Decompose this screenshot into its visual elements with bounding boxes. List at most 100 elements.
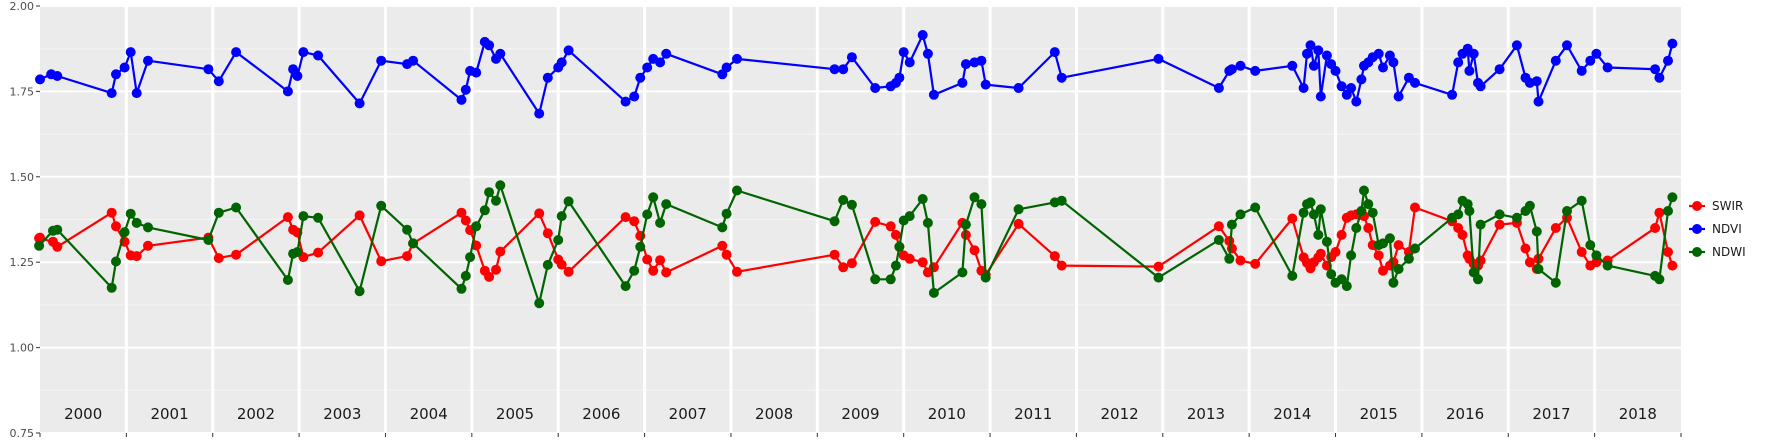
data-point <box>131 88 142 99</box>
data-point <box>402 251 413 262</box>
data-point <box>661 267 672 278</box>
data-point <box>846 258 857 269</box>
data-point <box>655 217 666 228</box>
data-point <box>885 274 896 285</box>
year-label: 2017 <box>1532 405 1570 423</box>
data-point <box>111 256 121 267</box>
data-point <box>1576 195 1587 206</box>
data-point <box>292 71 303 81</box>
data-point <box>131 217 142 228</box>
data-point <box>1447 89 1458 100</box>
data-point <box>721 249 732 260</box>
data-point <box>1494 209 1505 220</box>
data-point <box>563 45 574 56</box>
data-point <box>1550 223 1561 233</box>
data-point <box>1235 60 1246 71</box>
data-point <box>1373 48 1384 59</box>
data-point <box>460 84 471 95</box>
year-label: 2011 <box>1014 405 1052 423</box>
data-point <box>460 270 471 281</box>
data-point <box>1663 55 1673 66</box>
data-point <box>1393 240 1404 251</box>
data-point <box>655 57 666 68</box>
data-point <box>1533 264 1544 274</box>
data-point <box>354 210 365 221</box>
data-point <box>1524 200 1535 211</box>
data-point <box>1393 264 1404 274</box>
data-point <box>1226 219 1237 230</box>
data-point <box>106 282 117 293</box>
year-label: 2015 <box>1360 405 1398 423</box>
y-tick-label: 1.00 <box>10 342 35 355</box>
data-point <box>534 298 545 309</box>
year-label: 2004 <box>410 405 448 423</box>
data-point <box>125 208 136 219</box>
data-point <box>313 212 324 223</box>
data-point <box>460 215 471 226</box>
year-label: 2009 <box>841 405 879 423</box>
data-point <box>376 55 387 66</box>
data-point <box>1367 207 1378 218</box>
data-point <box>1494 219 1505 230</box>
data-point <box>282 212 293 223</box>
data-point <box>846 52 857 63</box>
data-point <box>556 211 567 222</box>
data-point <box>721 62 732 73</box>
data-point <box>1403 253 1414 264</box>
data-point <box>1453 57 1464 68</box>
y-tick-label: 1.50 <box>10 171 35 184</box>
data-point <box>1410 243 1420 254</box>
data-point <box>642 209 653 220</box>
year-label: 2005 <box>496 405 534 423</box>
year-label: 2010 <box>928 405 966 423</box>
data-point <box>870 274 881 285</box>
data-point <box>1654 274 1665 285</box>
data-point <box>1531 76 1542 87</box>
data-point <box>1667 38 1678 49</box>
data-point <box>1226 243 1237 254</box>
year-labels: 2000 2001 2002 2003 2004 2005 2006 2007 2008 2009… <box>64 405 1657 423</box>
data-point <box>1213 235 1224 245</box>
data-point <box>213 253 224 264</box>
data-point <box>717 240 728 251</box>
data-point <box>456 94 467 105</box>
data-point <box>495 180 506 191</box>
data-point <box>629 216 640 227</box>
data-point <box>1494 64 1505 75</box>
data-point <box>620 281 631 292</box>
data-point <box>1313 229 1324 240</box>
data-point <box>1226 64 1237 75</box>
data-point <box>1524 257 1535 268</box>
data-point <box>298 47 309 58</box>
data-point <box>1298 207 1309 218</box>
data-point <box>1356 74 1367 85</box>
data-point <box>1511 40 1522 51</box>
data-point <box>1308 60 1319 71</box>
data-point <box>969 192 980 203</box>
y-tick-label: 2.00 <box>10 0 35 13</box>
data-point <box>838 262 849 273</box>
data-point <box>629 91 640 102</box>
data-point <box>1468 48 1479 59</box>
data-point <box>1315 204 1326 215</box>
data-point <box>1287 213 1298 224</box>
data-point <box>732 185 742 196</box>
data-point <box>231 249 242 260</box>
data-point <box>119 227 130 238</box>
data-point <box>484 271 495 282</box>
data-point <box>894 72 905 83</box>
data-point <box>635 241 646 252</box>
data-point <box>661 199 672 210</box>
data-point <box>661 48 672 59</box>
data-point <box>721 208 732 219</box>
data-point <box>35 74 45 85</box>
data-point <box>1533 96 1544 107</box>
data-point <box>1056 195 1067 206</box>
data-point <box>1341 281 1352 292</box>
data-point <box>534 208 545 219</box>
data-point <box>563 266 574 277</box>
data-point <box>620 96 631 107</box>
data-point <box>534 108 545 119</box>
data-point <box>1049 47 1060 58</box>
